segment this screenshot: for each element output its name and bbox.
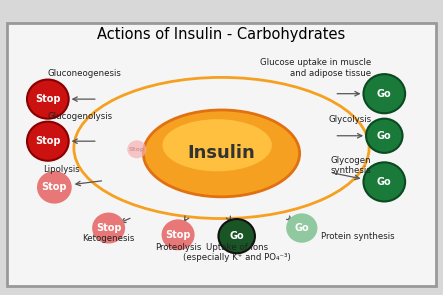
- Text: Go: Go: [229, 231, 244, 241]
- Text: Uptake of ions
(especially K⁺ and PO₄⁻³): Uptake of ions (especially K⁺ and PO₄⁻³): [183, 243, 291, 262]
- Text: Go: Go: [377, 131, 392, 141]
- Text: Stop: Stop: [165, 230, 191, 240]
- Ellipse shape: [27, 122, 69, 161]
- Text: Glycolysis: Glycolysis: [328, 115, 371, 124]
- Text: Go: Go: [295, 223, 309, 233]
- Ellipse shape: [92, 213, 125, 243]
- Text: Glucogenolysis: Glucogenolysis: [48, 112, 113, 121]
- Text: Stop: Stop: [35, 136, 61, 146]
- Text: Insulin: Insulin: [188, 144, 255, 163]
- FancyBboxPatch shape: [7, 23, 436, 286]
- Text: Actions of Insulin - Carbohydrates: Actions of Insulin - Carbohydrates: [97, 27, 346, 42]
- Text: Stop: Stop: [129, 147, 145, 152]
- Text: Gluconeogenesis: Gluconeogenesis: [48, 69, 122, 78]
- Ellipse shape: [127, 140, 146, 158]
- Text: Protein synthesis: Protein synthesis: [321, 232, 395, 241]
- Text: Stop: Stop: [96, 223, 121, 233]
- Text: Go: Go: [377, 89, 392, 99]
- Text: Glucose uptake in muscle
and adipose tissue: Glucose uptake in muscle and adipose tis…: [260, 58, 371, 78]
- Text: Ketogenesis: Ketogenesis: [82, 235, 135, 243]
- Text: Glycogen
synthesis: Glycogen synthesis: [330, 156, 371, 175]
- Ellipse shape: [163, 119, 272, 171]
- Ellipse shape: [37, 171, 72, 204]
- Ellipse shape: [363, 162, 405, 201]
- Ellipse shape: [286, 213, 318, 243]
- Ellipse shape: [363, 74, 405, 113]
- Text: Go: Go: [377, 177, 392, 187]
- Text: Stop: Stop: [35, 94, 61, 104]
- Ellipse shape: [27, 80, 69, 119]
- Text: Stop: Stop: [42, 182, 67, 192]
- Ellipse shape: [162, 219, 194, 250]
- Ellipse shape: [144, 110, 299, 197]
- Text: Lipolysis: Lipolysis: [43, 165, 80, 174]
- Text: Proteolysis: Proteolysis: [155, 242, 201, 252]
- Ellipse shape: [366, 119, 403, 153]
- Ellipse shape: [218, 219, 255, 253]
